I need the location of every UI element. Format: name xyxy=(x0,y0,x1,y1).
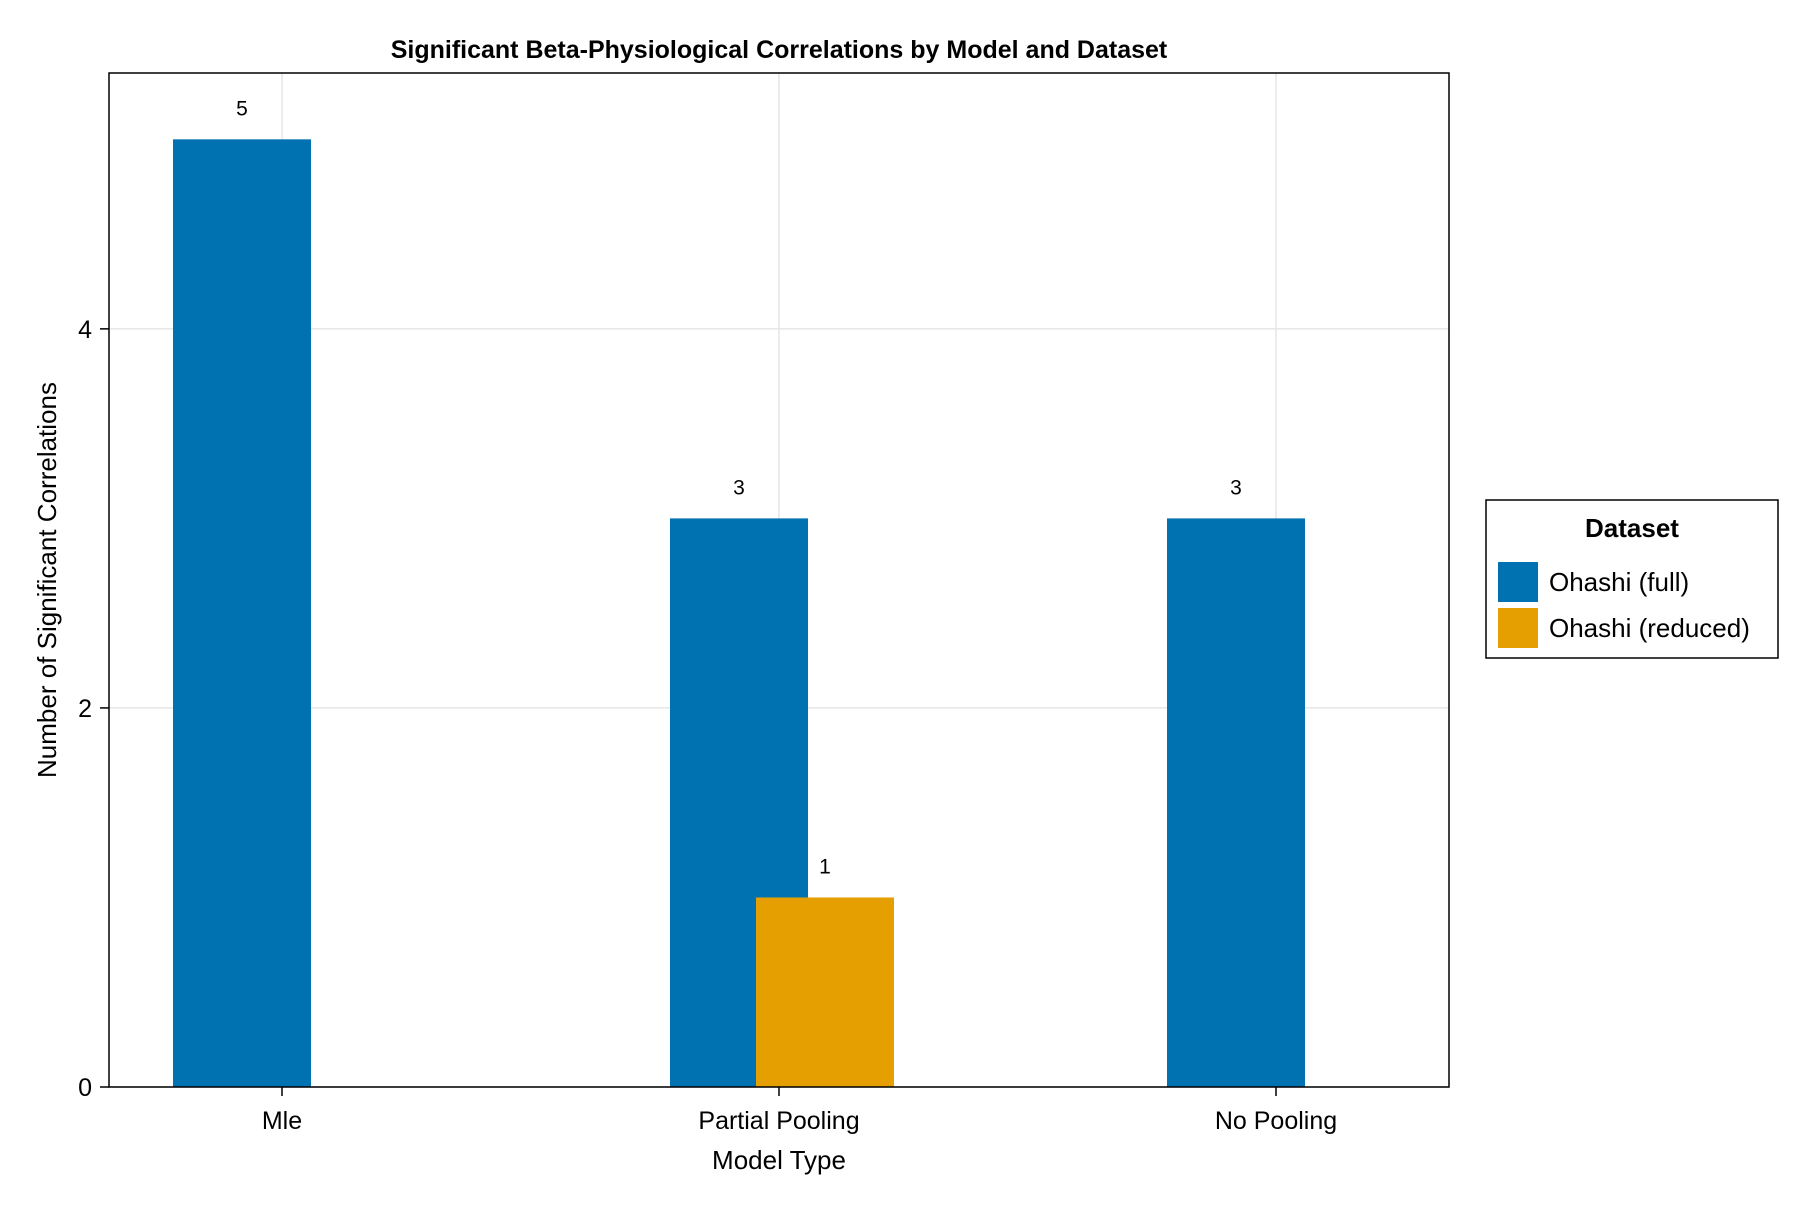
data-label-1: 3 xyxy=(733,476,745,499)
legend-label-0: Ohashi (full) xyxy=(1549,567,1689,597)
y-tick-label-0: 0 xyxy=(78,1074,92,1102)
legend-swatch-0 xyxy=(1498,562,1538,602)
x-axis: Mle Partial Pooling No Pooling xyxy=(262,1087,1337,1135)
x-tick-label-2: No Pooling xyxy=(1215,1107,1337,1135)
bar-series-0-no-pooling xyxy=(1167,518,1305,1087)
y-tick-label-1: 2 xyxy=(78,695,92,723)
x-tick-label-1: Partial Pooling xyxy=(698,1107,859,1135)
legend: Dataset Ohashi (full) Ohashi (reduced) xyxy=(1485,499,1779,659)
legend-title: Dataset xyxy=(1585,513,1679,543)
data-label-3: 3 xyxy=(1230,476,1242,499)
data-label-0: 5 xyxy=(236,97,248,120)
legend-label-1: Ohashi (reduced) xyxy=(1549,613,1750,643)
legend-swatch-1 xyxy=(1498,608,1538,648)
x-axis-title: Model Type xyxy=(712,1145,846,1175)
bar-series-0-mle xyxy=(173,139,311,1088)
y-tick-label-2: 4 xyxy=(78,316,92,344)
y-axis: 0 2 4 xyxy=(78,316,109,1102)
y-axis-title: Number of Significant Correlations xyxy=(32,382,62,778)
bar-series-1-partial-pooling xyxy=(756,897,894,1087)
legend-items: Ohashi (full) Ohashi (reduced) xyxy=(1498,562,1750,648)
bars xyxy=(173,139,1305,1088)
data-label-2: 1 xyxy=(819,855,831,878)
data-labels: 5 3 1 3 xyxy=(236,97,1242,878)
chart-title: Significant Beta-Physiological Correlati… xyxy=(391,36,1168,64)
x-tick-label-0: Mle xyxy=(262,1107,302,1135)
